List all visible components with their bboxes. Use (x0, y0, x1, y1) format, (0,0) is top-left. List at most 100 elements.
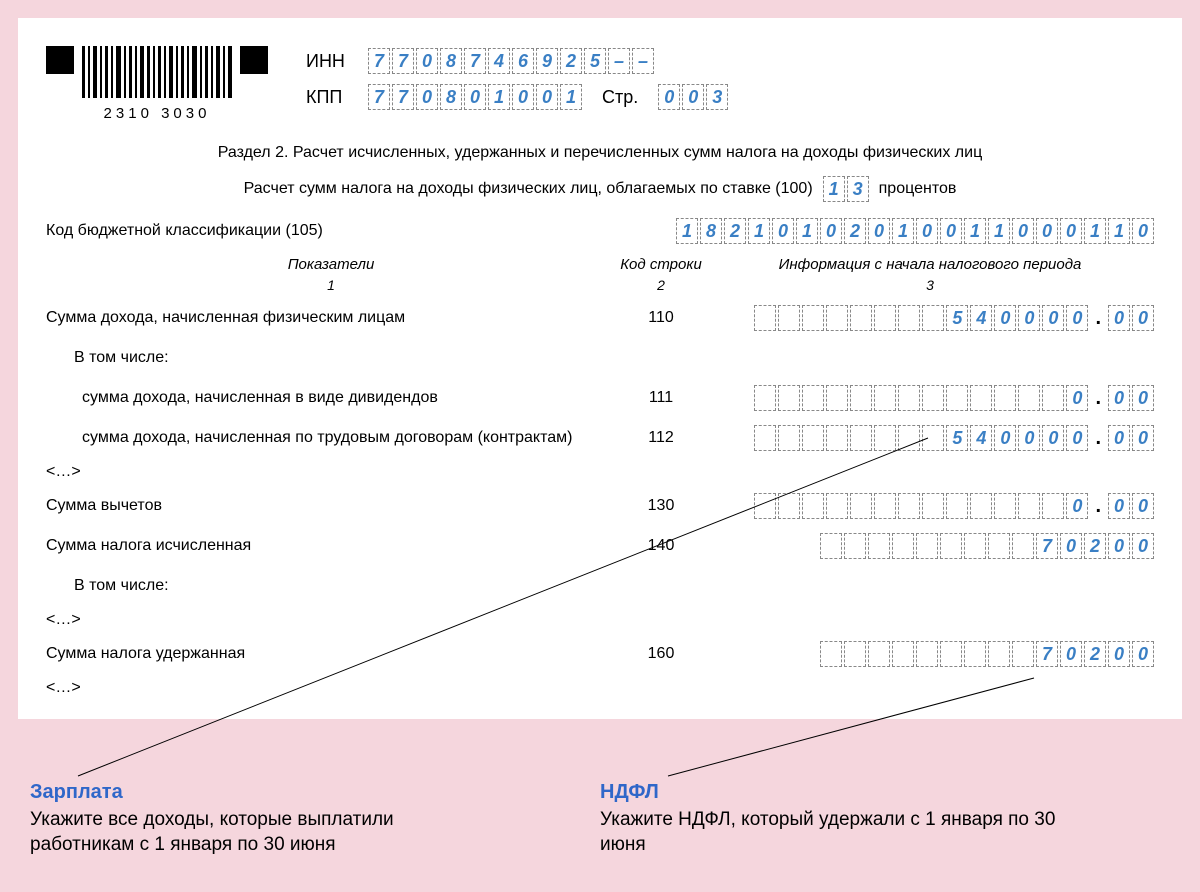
page-label: Стр. (602, 87, 638, 108)
cell: 0 (464, 84, 486, 110)
cell: 0 (1132, 641, 1154, 667)
cell: 0 (536, 84, 558, 110)
cells-130-int: .............0 (754, 493, 1088, 519)
cell: 0 (1132, 218, 1154, 244)
cell: . (868, 533, 890, 559)
barcode-icon (82, 46, 232, 98)
cell: . (892, 533, 914, 559)
cell: 1 (676, 218, 698, 244)
cell: 0 (1132, 533, 1154, 559)
cell: . (898, 425, 920, 451)
inn-label: ИНН (306, 51, 354, 72)
cell: 8 (440, 84, 462, 110)
cell: 0 (1066, 493, 1088, 519)
cell: 2 (724, 218, 746, 244)
cell: 5 (946, 425, 968, 451)
cell: . (964, 533, 986, 559)
cell: . (874, 305, 896, 331)
cell: . (820, 533, 842, 559)
cell: . (946, 385, 968, 411)
cell: . (850, 305, 872, 331)
cell: 0 (1060, 218, 1082, 244)
cell: . (994, 493, 1016, 519)
cell: 4 (488, 48, 510, 74)
cell: 0 (416, 48, 438, 74)
cell: 7 (368, 48, 390, 74)
cell: 0 (1108, 425, 1130, 451)
cell: 0 (994, 425, 1016, 451)
cell: . (802, 425, 824, 451)
cell: . (802, 493, 824, 519)
cell: 1 (560, 84, 582, 110)
cell: 7 (392, 84, 414, 110)
cell: . (1042, 385, 1064, 411)
cell: 0 (1066, 385, 1088, 411)
cell: 1 (1084, 218, 1106, 244)
cell: 1 (796, 218, 818, 244)
cell: 8 (700, 218, 722, 244)
cell: 0 (416, 84, 438, 110)
kbk-cells: 18210102010011000110 (676, 218, 1154, 244)
cell: 0 (1132, 425, 1154, 451)
ellipsis-3: <…> (46, 679, 1154, 697)
row-111: сумма дохода, начисленная в виде дивиден… (46, 383, 1154, 413)
cell: 3 (847, 176, 869, 202)
cell: 0 (1132, 305, 1154, 331)
id-fields: ИНН 7708746925–– КПП 770801001 Стр. 003 (306, 48, 728, 110)
cell: 0 (1060, 641, 1082, 667)
cell: 1 (988, 218, 1010, 244)
cell: . (778, 305, 800, 331)
row-including-1: В том числе: (46, 343, 1154, 373)
ellipsis-1: <…> (46, 463, 1154, 481)
cell: . (754, 305, 776, 331)
kpp-cells: 770801001 (368, 84, 582, 110)
cell: 4 (970, 305, 992, 331)
cell: . (988, 641, 1010, 667)
cell: . (778, 493, 800, 519)
cell: 0 (1066, 305, 1088, 331)
cell: . (946, 493, 968, 519)
cell: . (778, 425, 800, 451)
kpp-label: КПП (306, 87, 354, 108)
cell: . (826, 385, 848, 411)
section-title: Раздел 2. Расчет исчисленных, удержанных… (46, 144, 1154, 162)
cell: 1 (1108, 218, 1130, 244)
cell: . (1012, 641, 1034, 667)
cell: . (826, 493, 848, 519)
kbk-row: Код бюджетной классификации (105) 182101… (46, 218, 1154, 244)
cell: 0 (1018, 305, 1040, 331)
cells-140-int: .........70200 (820, 533, 1154, 559)
cell: 1 (488, 84, 510, 110)
cell: 0 (820, 218, 842, 244)
marker-square (46, 46, 74, 74)
cell: 0 (1042, 425, 1064, 451)
cells-112-dec: 00 (1108, 425, 1154, 451)
cell: 0 (1132, 493, 1154, 519)
marker-square (240, 46, 268, 74)
cell: . (1012, 533, 1034, 559)
cell: . (916, 533, 938, 559)
cell: . (874, 493, 896, 519)
cell: . (754, 425, 776, 451)
cell: . (754, 493, 776, 519)
cell: 2 (844, 218, 866, 244)
cell: 0 (940, 218, 962, 244)
rate-cells: 13 (823, 176, 869, 202)
cells-110-int: ........540000 (754, 305, 1088, 331)
barcode-block: 2310 3030 (46, 46, 268, 122)
cell: 0 (916, 218, 938, 244)
cells-111-int: .............0 (754, 385, 1088, 411)
cell: . (898, 385, 920, 411)
cell: . (826, 425, 848, 451)
cell: 7 (368, 84, 390, 110)
cell: 7 (464, 48, 486, 74)
cell: . (820, 641, 842, 667)
cell: 2 (560, 48, 582, 74)
cell: . (922, 305, 944, 331)
cell: 6 (512, 48, 534, 74)
cell: . (826, 305, 848, 331)
cell: . (964, 641, 986, 667)
cell: 9 (536, 48, 558, 74)
cell: . (922, 425, 944, 451)
cell: . (850, 425, 872, 451)
